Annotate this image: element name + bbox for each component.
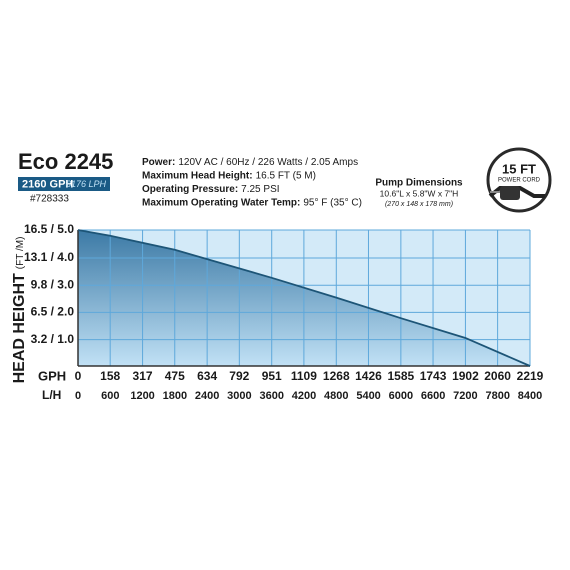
x2-tick-label: 600 (101, 390, 119, 402)
sku: #728333 (30, 194, 69, 205)
spec-label: Power: (142, 157, 175, 168)
x2-tick-label: 7200 (453, 390, 477, 402)
dimensions-title: Pump Dimensions (375, 178, 463, 189)
x-tick-label: 317 (133, 369, 153, 383)
x2-tick-label: 0 (75, 390, 81, 402)
spec: Maximum Operating Water Temp: 95° F (35° … (142, 197, 362, 208)
spec: Operating Pressure: 7.25 PSI (142, 184, 280, 195)
spec-value: 7.25 PSI (241, 184, 279, 195)
spec-value: 95° F (35° C) (303, 197, 362, 208)
cord-length: 15 FT (502, 161, 536, 176)
x2-tick-label: 2400 (195, 390, 219, 402)
product-name: Eco 2245 (18, 149, 113, 174)
gph-badge (18, 177, 110, 191)
spec-label: Operating Pressure: (142, 184, 238, 195)
x-tick-label: 951 (262, 369, 282, 383)
x2-tick-label: 5400 (356, 390, 380, 402)
x-tick-label: 634 (197, 369, 217, 383)
x2-tick-label: 7800 (485, 390, 509, 402)
x-tick-label: 158 (100, 369, 120, 383)
y-label: HEAD HEIGHT (11, 273, 28, 383)
y-tick-label: 3.2 / 1.0 (31, 332, 75, 346)
x2-tick-label: 6600 (421, 390, 445, 402)
spec-value: 120V AC / 60Hz / 226 Watts / 2.05 Amps (178, 157, 358, 168)
y-tick-label: 6.5 / 2.0 (31, 305, 75, 319)
gph: 2160 GPH (22, 178, 73, 190)
spec: Power: 120V AC / 60Hz / 226 Watts / 2.05 … (142, 157, 358, 168)
x-tick-label: 0 (75, 369, 82, 383)
y-tick-label: 13.1 / 4.0 (24, 250, 74, 264)
x2-tick-label: 1800 (163, 390, 187, 402)
x-tick-label: 1109 (291, 369, 317, 383)
x2-tick-label: 4800 (324, 390, 348, 402)
dimensions-mm: (270 x 148 x 178 mm) (385, 201, 453, 208)
x-tick-label: 2060 (484, 369, 511, 383)
x2-tick-label: 1200 (130, 390, 154, 402)
x-tick-label: 475 (165, 369, 185, 383)
spec: Maximum Head Height: 16.5 FT (5 M) (142, 170, 316, 181)
x-tick-label: 1743 (420, 369, 447, 383)
x-tick-label: 1585 (388, 369, 415, 383)
x2-tick-label: 3600 (259, 390, 283, 402)
x-axis-label: GPH (38, 368, 66, 383)
spec-label: Maximum Operating Water Temp: (142, 197, 300, 208)
y-tick-label: 16.5 / 5.0 (24, 222, 74, 236)
curve (77, 229, 531, 367)
lph: 8176 LPH (66, 179, 107, 189)
x2-tick-label: 8400 (518, 390, 542, 402)
y-axis-label: HEAD HEIGHT (FT /M) (11, 237, 28, 384)
x-tick-label: 2219 (517, 369, 544, 383)
x-tick-label: 1902 (452, 369, 479, 383)
x-tick-label: 1268 (323, 369, 350, 383)
x2-axis-label: L/H (42, 388, 61, 402)
plug-icon (488, 186, 545, 200)
x2-tick-label: 4200 (292, 390, 316, 402)
x-tick-label: 792 (229, 369, 249, 383)
x-tick-label: 1426 (355, 369, 382, 383)
dimensions: 10.6"L x 5.8"W x 7"H (380, 188, 459, 198)
cord-label: POWER CORD (498, 178, 541, 184)
y-tick-label: 9.8 / 3.0 (31, 277, 75, 291)
y-label-unit: (FT /M) (15, 237, 26, 270)
spec-label: Maximum Head Height: (142, 170, 253, 181)
spec-value: 16.5 FT (5 M) (256, 170, 316, 181)
x2-tick-label: 3000 (227, 390, 251, 402)
x2-tick-label: 6000 (389, 390, 413, 402)
